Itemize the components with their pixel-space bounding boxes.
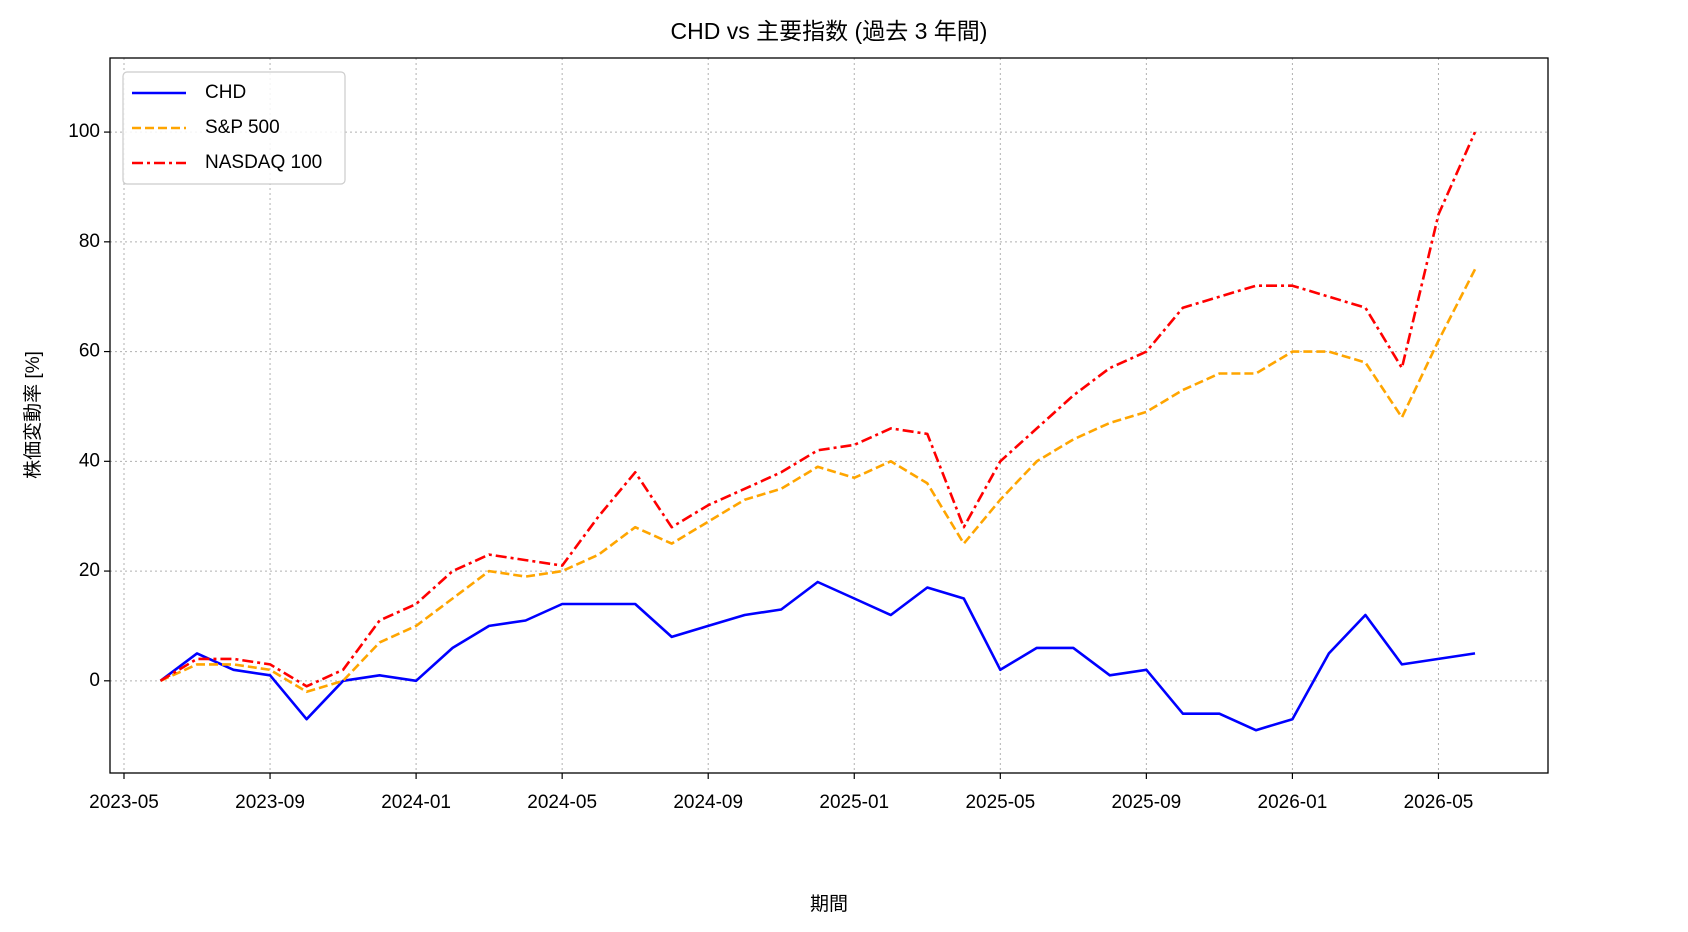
x-tick-label: 2023-09 <box>235 792 305 813</box>
x-tick-label: 2024-05 <box>527 792 597 813</box>
y-tick-label: 60 <box>79 341 100 362</box>
series-line <box>159 268 1477 694</box>
x-tick-label: 2025-01 <box>819 792 889 813</box>
legend: CHD S&P 500 NASDAQ 100 <box>122 71 346 185</box>
legend-label: S&P 500 <box>205 117 280 138</box>
x-tick-label: 2025-05 <box>965 792 1035 813</box>
x-tick-label: 2024-09 <box>673 792 743 813</box>
legend-label: NASDAQ 100 <box>205 152 322 173</box>
plot-frame <box>109 57 1549 774</box>
y-tick-label: 0 <box>89 670 100 691</box>
y-tick-label: 80 <box>79 231 100 252</box>
x-tick-label: 2026-01 <box>1258 792 1328 813</box>
chart-title: CHD vs 主要指数 (過去 3 年間) <box>671 18 988 44</box>
y-tick-label: 40 <box>79 450 100 471</box>
legend-label: CHD <box>205 82 246 103</box>
x-tick-label: 2026-05 <box>1404 792 1474 813</box>
y-tick-label: 20 <box>79 560 100 581</box>
x-tick-label: 2023-05 <box>89 792 159 813</box>
y-tick-label: 100 <box>68 121 100 142</box>
x-axis-label: 期間 <box>810 893 848 915</box>
legend-box <box>122 71 346 185</box>
x-tick-label: 2025-09 <box>1111 792 1181 813</box>
series-line <box>159 580 1476 732</box>
x-tick-label: 2024-01 <box>381 792 451 813</box>
y-axis-label: 株価変動率 [%] <box>22 351 44 479</box>
